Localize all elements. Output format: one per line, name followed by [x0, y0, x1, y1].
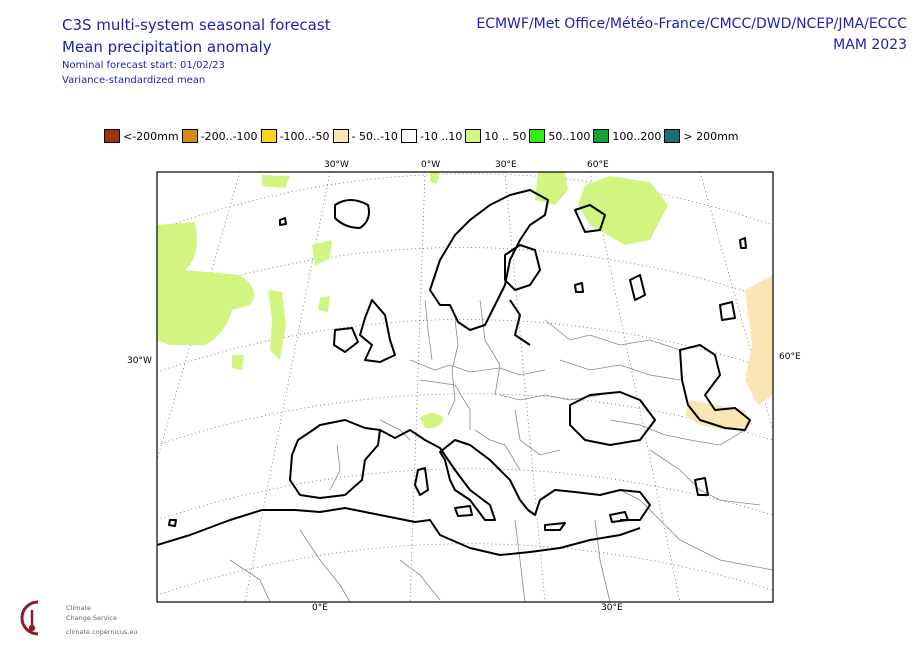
models-block: ECMWF/Met Office/Météo-France/CMCC/DWD/N… [476, 14, 907, 56]
negative-anomaly-areas [685, 275, 773, 430]
copernicus-logo: Climate Change Service climate.copernicu… [8, 596, 148, 640]
legend-item: > 200mm [664, 129, 739, 143]
legend-label: -100..-50 [279, 129, 330, 143]
legend-label: 100..200 [612, 129, 662, 143]
legend-swatch [104, 129, 120, 143]
legend-swatch [400, 129, 417, 143]
logo-line2: Change Service [66, 614, 117, 622]
legend-label: -200..-100 [200, 129, 258, 143]
legend-item: <-200mm [104, 129, 179, 143]
legend-label: -10 ..10 [419, 129, 463, 143]
legend-swatch [664, 129, 681, 143]
map-frame [156, 171, 774, 603]
legend-label: 10 .. 50 [484, 129, 527, 143]
legend-item: -200..-100 [181, 129, 258, 143]
coastlines [157, 189, 751, 556]
legend-label: > 200mm [683, 129, 739, 143]
legend-item: - 50..-10 [332, 129, 398, 143]
legend-swatch [181, 129, 198, 143]
logo-line3: climate.copernicus.eu [66, 628, 138, 636]
legend-swatch [332, 129, 349, 143]
country-borders [229, 299, 773, 602]
legend-item: -100..-50 [260, 129, 330, 143]
positive-anomaly-areas [157, 172, 768, 429]
legend-item: 50..100 [529, 129, 590, 143]
legend-swatch [529, 129, 546, 143]
legend-label: <-200mm [123, 129, 179, 143]
graticule [157, 172, 773, 602]
season-label: MAM 2023 [833, 37, 907, 53]
mean-type: Variance-standardized mean [62, 75, 206, 86]
legend-swatch [260, 129, 277, 143]
left-lat-label: 30°W [127, 356, 152, 366]
chart-title: C3S multi-system seasonal forecast [62, 16, 331, 34]
right-lat-label: 60°E [779, 352, 801, 362]
top-lon-label-2: 0°W [421, 160, 441, 170]
legend-item: -10 ..10 [400, 129, 463, 143]
chart-variable: Mean precipitation anomaly [62, 38, 272, 56]
title-block: C3S multi-system seasonal forecast Mean … [62, 14, 331, 88]
top-lon-label-1: 30°W [324, 160, 349, 170]
legend-swatch [593, 129, 610, 143]
top-lon-label-4: 60°E [587, 160, 609, 170]
color-legend: <-200mm -200..-100 -100..-50 - 50..-10 -10 .… [104, 128, 742, 144]
climate-logo-icon [20, 600, 39, 636]
legend-item: 10 .. 50 [465, 129, 526, 143]
legend-label: 50..100 [548, 129, 591, 143]
forecast-start: Nominal forecast start: 01/02/23 [62, 60, 225, 71]
legend-swatch [465, 129, 482, 143]
logo-line1: Climate [66, 604, 92, 612]
legend-label: - 50..-10 [351, 129, 398, 143]
legend-item: 100..200 [593, 129, 661, 143]
bottom-lon-label-1: 0°E [312, 603, 328, 613]
top-lon-label-3: 30°E [495, 160, 517, 170]
models-list: ECMWF/Met Office/Météo-France/CMCC/DWD/N… [476, 16, 907, 32]
bottom-lon-label-2: 30°E [601, 603, 623, 613]
